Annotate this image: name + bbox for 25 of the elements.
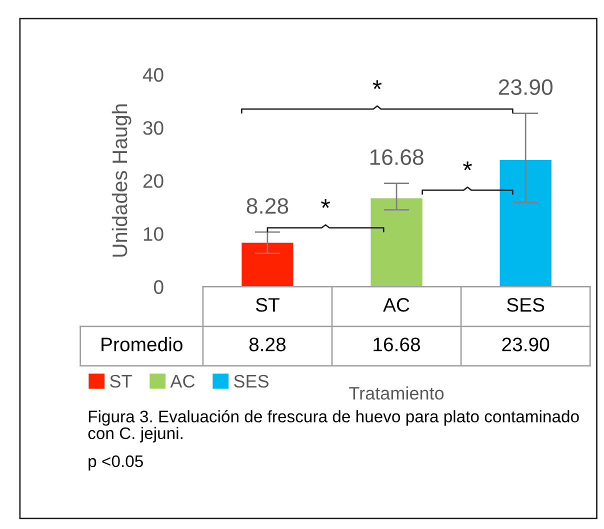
text: p <0.05 [88,455,143,470]
x-tick-label: SES [507,298,544,312]
y-axis-title: Unidades Haugh [112,104,132,257]
legend-label: SES [234,374,269,388]
x-tick-label: AC [383,298,410,312]
x-tick-label: ST [256,298,280,312]
y-tick-label: 0 [154,280,164,294]
text: Figura 3. Evaluación de frescura de huevo para plato contaminado con C. jejuni. [88,410,579,442]
legend-label: AC [170,374,195,388]
text: 23.90 [502,338,550,352]
text: 16.68 [374,338,420,352]
y-tick-label: 20 [143,174,164,188]
data-label: 8.28 [246,198,288,214]
y-tick-label: 30 [143,121,164,135]
y-tick-label: 40 [142,68,164,82]
text: 8.28 [249,338,286,352]
text: Promedio [102,337,182,352]
annotation: * [463,161,472,170]
y-tick-label: 10 [144,227,164,241]
x-axis-title: Tratamiento [349,386,444,400]
data-label: 16.68 [370,149,424,166]
annotation: * [372,80,382,90]
data-label: 23.90 [498,79,553,96]
legend-label: ST [110,374,132,388]
annotation: * [321,199,330,208]
